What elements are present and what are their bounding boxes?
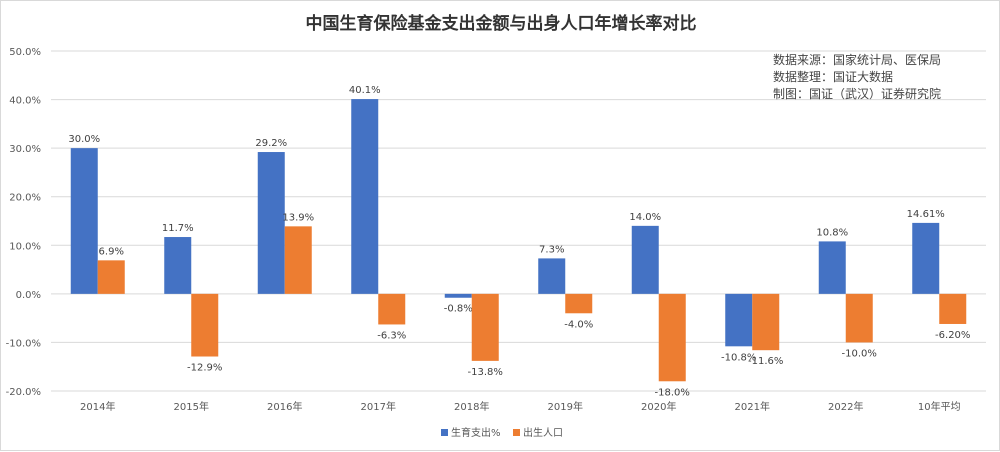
data-label: 14.61% (907, 209, 945, 220)
data-label: -6.3% (377, 330, 406, 341)
data-label: 29.2% (255, 138, 287, 149)
x-tick-label: 2021年 (735, 400, 770, 413)
bar-birth-population (658, 293, 686, 382)
bar-birth-population (565, 293, 593, 314)
y-tick-label: 0.0% (16, 290, 41, 301)
bar-birth-population (378, 293, 406, 325)
x-tick-label: 2017年 (361, 400, 396, 413)
y-tick-label: -20.0% (6, 387, 41, 398)
chart-title: 中国生育保险基金支出金额与出身人口年增长率对比 (305, 14, 697, 34)
bar-birth-expense (631, 225, 659, 294)
y-tick-label: 50.0% (9, 47, 41, 58)
data-label: -12.9% (187, 363, 222, 374)
data-label: -0.8% (444, 304, 473, 315)
author-note: 制图：国证（武汉）证券研究院 (773, 87, 942, 101)
bar-birth-expense (70, 148, 98, 294)
data-label: -6.20% (935, 330, 970, 341)
bar-birth-population (471, 293, 499, 361)
x-tick-label: 2015年 (174, 400, 209, 413)
bar-birth-expense (818, 241, 846, 294)
x-tick-label: 2020年 (641, 400, 676, 413)
data-label: 6.9% (99, 246, 124, 257)
data-label: -11.6% (748, 356, 783, 367)
data-label: 14.0% (629, 212, 661, 223)
data-label: 30.0% (68, 134, 100, 145)
bar-birth-expense (351, 99, 379, 294)
data-label: -10.8% (721, 352, 756, 363)
bar-birth-expense (444, 293, 472, 298)
data-label: -18.0% (655, 387, 690, 398)
data-label: 7.3% (539, 244, 564, 255)
data-label: 40.1% (349, 85, 381, 96)
x-tick-label: 2018年 (454, 400, 489, 413)
legend-swatch (513, 429, 520, 436)
bar-birth-expense (912, 222, 940, 294)
data-label: 10.8% (816, 227, 848, 238)
data-note: 数据整理：国证大数据 (773, 70, 894, 84)
bar-birth-expense (164, 237, 192, 294)
legend-swatch (441, 429, 448, 436)
data-label: -10.0% (842, 348, 877, 359)
x-tick-label: 2019年 (548, 400, 583, 413)
data-label: 11.7% (162, 223, 194, 234)
data-label: -13.8% (468, 367, 503, 378)
bar-birth-expense (257, 152, 285, 294)
bar-birth-population (939, 293, 967, 324)
bar-birth-expense (725, 293, 753, 347)
y-tick-label: -10.0% (6, 338, 41, 349)
y-tick-label: 10.0% (9, 241, 41, 252)
data-label: -4.0% (564, 319, 593, 330)
x-tick-label: 2016年 (267, 400, 302, 413)
bar-birth-expense (538, 258, 566, 294)
legend-label: 出生人口 (523, 426, 563, 439)
data-label: 13.9% (282, 212, 314, 223)
y-tick-label: 20.0% (9, 193, 41, 204)
y-tick-label: 30.0% (9, 144, 41, 155)
x-tick-label: 10年平均 (918, 400, 961, 413)
source-note: 数据来源：国家统计局、医保局 (773, 53, 942, 67)
x-tick-label: 2022年 (828, 400, 863, 413)
bar-birth-population (97, 260, 125, 294)
legend-label: 生育支出% (451, 426, 501, 439)
x-tick-label: 2014年 (80, 400, 115, 413)
bar-birth-population (752, 293, 780, 351)
y-tick-label: 40.0% (9, 96, 41, 107)
bar-birth-population (191, 293, 219, 357)
bar-birth-population (284, 226, 312, 294)
bar-birth-population (845, 293, 873, 343)
